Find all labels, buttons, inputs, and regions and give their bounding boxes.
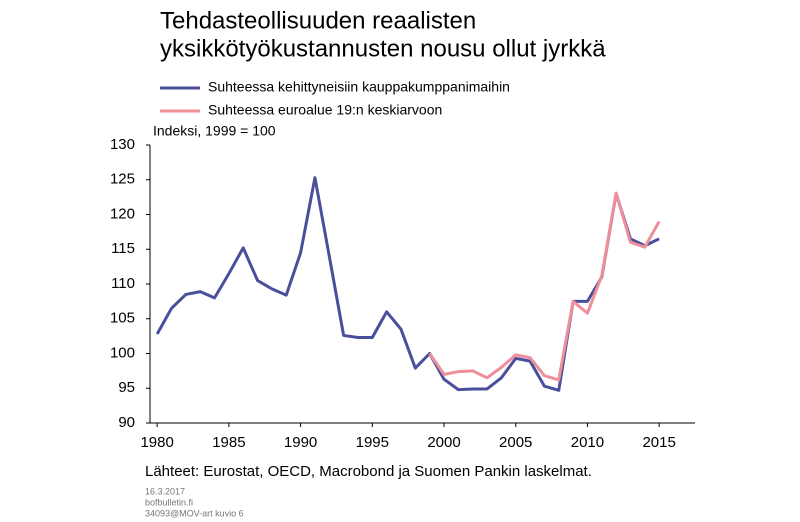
footer-site: bofbulletin.fi [145,497,193,507]
y-tick-label: 130 [110,136,135,153]
footer-date: 16.3.2017 [145,486,185,496]
source-note: Lähteet: Eurostat, OECD, Macrobond ja Su… [145,463,592,480]
y-tick-label: 120 [110,205,135,222]
x-tick-label: 2005 [499,434,532,451]
x-tick-label: 2000 [427,434,460,451]
y-tick-label: 100 [110,344,135,361]
y-tick-label: 115 [111,240,135,257]
legend-label: Suhteessa euroalue 19:n keskiarvoon [208,102,442,118]
x-tick-label: 1995 [356,434,389,451]
series-line [155,176,660,392]
chart-title: yksikkötyökustannusten nousu ollut jyrkk… [160,35,606,62]
footer-id: 34093@MOV-art kuvio 6 [145,508,244,518]
x-tick-label: 1985 [212,434,245,451]
y-tick-label: 110 [111,275,135,292]
x-tick-label: 1990 [284,434,317,451]
y-tick-label: 90 [118,414,135,431]
y-axis-label: Indeksi, 1999 = 100 [153,123,276,139]
x-tick-label: 2010 [571,434,604,451]
legend-label: Suhteessa kehittyneisiin kauppakumppanim… [208,79,510,95]
chart-title: Tehdasteollisuuden reaalisten [160,7,476,34]
y-tick-label: 125 [110,171,135,188]
y-tick-label: 105 [110,310,135,327]
x-tick-label: 2015 [642,434,675,451]
y-tick-label: 95 [118,379,135,396]
x-tick-label: 1980 [140,434,173,451]
series-line [428,191,661,382]
